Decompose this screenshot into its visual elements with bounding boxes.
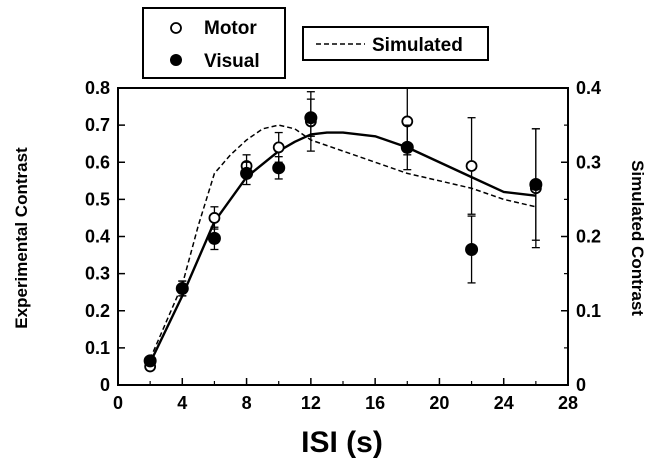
y-left-tick-label: 0.4 [85,227,110,247]
y-axis-label-left: Experimental Contrast [12,147,31,329]
legend-visual-marker [170,54,182,66]
visual-point [400,140,414,154]
legend-simulated: Simulated [302,26,489,61]
x-tick-label: 28 [558,393,578,413]
y-left-tick-label: 0 [100,375,110,395]
visual-point [529,178,543,192]
x-tick-label: 24 [494,393,514,413]
legend-motor-label: Motor [204,18,257,39]
legend-simulated-label: Simulated [372,35,463,56]
y-left-tick-label: 0.7 [85,115,110,135]
y-right-tick-label: 0 [576,375,586,395]
x-axis-label: ISI (s) [301,426,383,459]
visual-point [143,354,157,368]
fit-curve [149,131,536,364]
x-tick-label: 8 [242,393,252,413]
y-left-tick-label: 0.8 [85,78,110,98]
visual-point [207,231,221,245]
visual-point [465,242,479,256]
legend-motor-marker [170,22,182,34]
motor-point [465,160,478,172]
legend-markers-box [142,7,286,79]
y-right-tick-label: 0.1 [576,301,601,321]
legend-simulated-box [302,26,489,61]
legend-visual-label: Visual [204,51,260,72]
visual-point [175,281,189,295]
x-tick-label: 20 [429,393,449,413]
y-axis-label-right: Simulated Contrast [628,160,647,316]
y-right-tick-label: 0.2 [576,227,601,247]
y-left-tick-label: 0.6 [85,152,110,172]
y-left-tick-label: 0.2 [85,301,110,321]
point-layer [143,87,543,373]
line-layer [149,124,537,364]
legend-markers: Motor Visual [142,7,286,79]
y-left-tick-label: 0.5 [85,189,110,209]
x-tick-label: 0 [113,393,123,413]
y-right-tick-label: 0.3 [576,152,601,172]
visual-point [240,166,254,180]
y-left-tick-label: 0.1 [85,338,110,358]
x-tick-label: 4 [177,393,187,413]
x-tick-label: 12 [301,393,321,413]
motor-point [272,141,285,154]
visual-point [272,161,286,175]
x-tick-label: 16 [365,393,385,413]
y-right-tick-label: 0.4 [576,78,601,98]
motor-point [208,212,221,224]
simulated-curve [149,124,537,360]
tick-layer: 0 4 8 12 16 20 24 2800.10.20.30.40.50.60.70.800… [85,78,601,413]
y-left-tick-label: 0.3 [85,264,110,284]
visual-point [304,111,318,125]
